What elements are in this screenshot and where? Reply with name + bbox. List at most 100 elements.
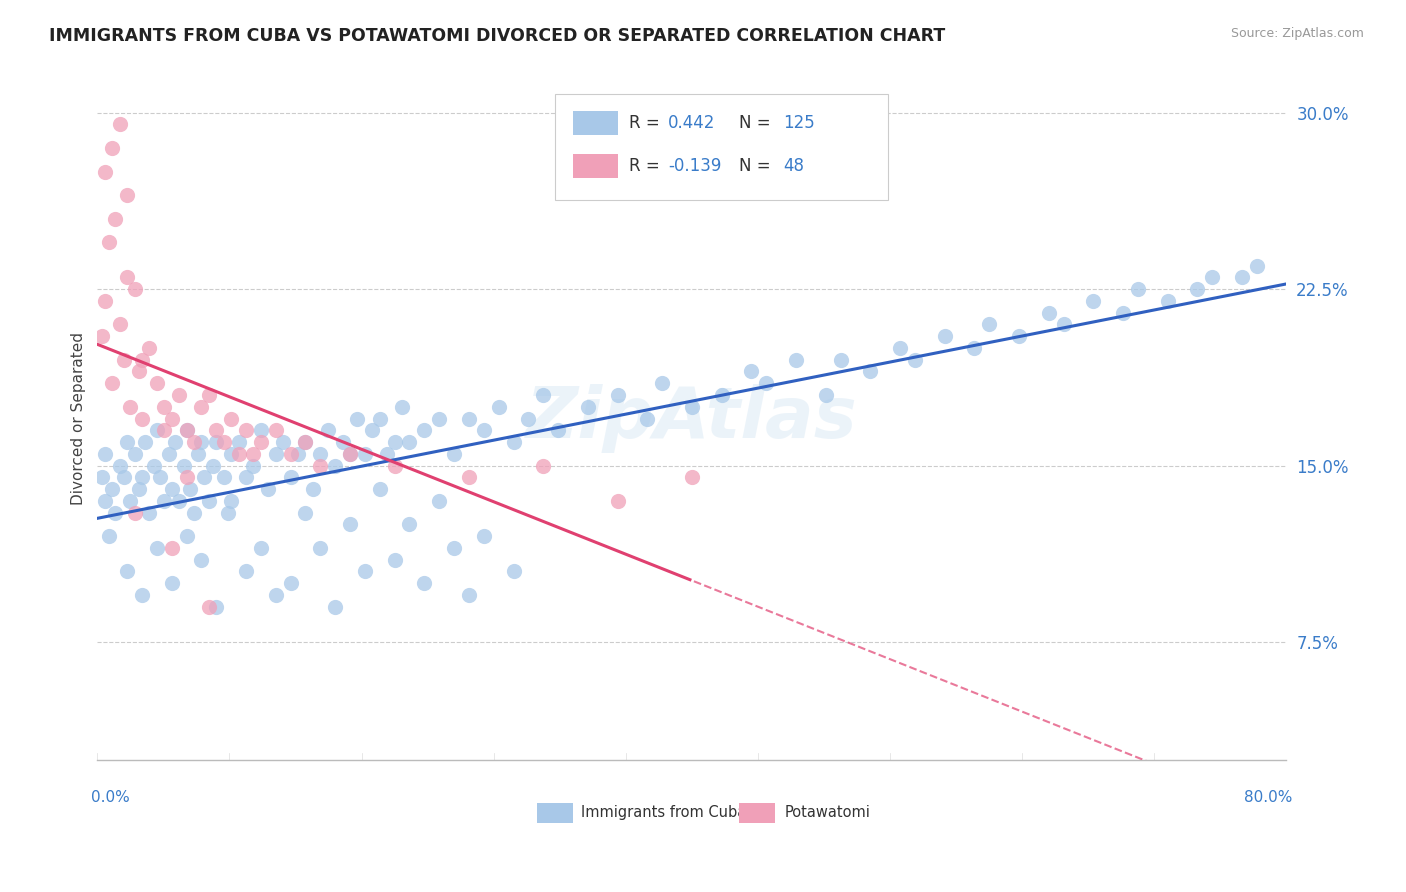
- Text: N =: N =: [740, 157, 776, 175]
- Point: [346, 411, 368, 425]
- Point: [219, 447, 242, 461]
- Point: [149, 470, 172, 484]
- Point: [160, 482, 183, 496]
- Point: [361, 423, 384, 437]
- Point: [375, 447, 398, 461]
- Point: [316, 423, 339, 437]
- Text: Immigrants from Cuba: Immigrants from Cuba: [581, 805, 747, 821]
- Point: [160, 576, 183, 591]
- Y-axis label: Divorced or Separated: Divorced or Separated: [72, 332, 86, 505]
- Point: [138, 341, 160, 355]
- Point: [94, 164, 117, 178]
- Point: [179, 482, 201, 496]
- Point: [94, 293, 117, 308]
- Point: [398, 517, 420, 532]
- Point: [309, 541, 332, 555]
- Text: 125: 125: [783, 114, 815, 132]
- Point: [104, 506, 127, 520]
- Point: [131, 352, 153, 367]
- Point: [323, 458, 346, 473]
- Point: [681, 470, 703, 484]
- Point: [98, 235, 121, 249]
- Point: [250, 435, 273, 450]
- Point: [176, 423, 198, 437]
- Point: [190, 400, 212, 414]
- Point: [173, 458, 195, 473]
- Point: [250, 423, 273, 437]
- Bar: [740, 803, 775, 823]
- Point: [108, 458, 131, 473]
- Point: [104, 211, 127, 226]
- Text: Source: ZipAtlas.com: Source: ZipAtlas.com: [1230, 27, 1364, 40]
- Point: [413, 423, 436, 437]
- Point: [323, 599, 346, 614]
- Point: [427, 493, 450, 508]
- Point: [302, 482, 325, 496]
- Point: [187, 447, 209, 461]
- Point: [755, 376, 778, 391]
- Point: [606, 388, 628, 402]
- Point: [606, 493, 628, 508]
- Point: [202, 458, 225, 473]
- Point: [287, 447, 309, 461]
- Point: [90, 470, 112, 484]
- Point: [264, 447, 287, 461]
- Point: [94, 493, 117, 508]
- Point: [280, 576, 302, 591]
- FancyBboxPatch shape: [555, 95, 889, 200]
- Point: [294, 435, 316, 450]
- Text: ZipAtlas: ZipAtlas: [526, 384, 858, 453]
- Point: [413, 576, 436, 591]
- Bar: [574, 153, 619, 178]
- Point: [264, 588, 287, 602]
- Point: [118, 400, 141, 414]
- Point: [112, 470, 135, 484]
- Point: [339, 517, 361, 532]
- Point: [979, 318, 1001, 332]
- Point: [108, 318, 131, 332]
- Point: [134, 435, 156, 450]
- Point: [681, 400, 703, 414]
- Point: [1083, 293, 1105, 308]
- Point: [128, 364, 150, 378]
- Point: [193, 470, 215, 484]
- Point: [167, 493, 190, 508]
- Point: [1126, 282, 1149, 296]
- Text: R =: R =: [628, 157, 665, 175]
- Point: [309, 458, 332, 473]
- Point: [294, 506, 316, 520]
- Point: [198, 599, 221, 614]
- Point: [502, 565, 524, 579]
- Point: [217, 506, 239, 520]
- Point: [190, 435, 212, 450]
- Point: [339, 447, 361, 461]
- Point: [271, 435, 294, 450]
- Point: [384, 435, 406, 450]
- Point: [576, 400, 599, 414]
- Point: [740, 364, 762, 378]
- Point: [146, 541, 169, 555]
- Point: [332, 435, 354, 450]
- Point: [242, 458, 264, 473]
- Point: [1052, 318, 1074, 332]
- Point: [398, 435, 420, 450]
- Point: [146, 376, 169, 391]
- Text: N =: N =: [740, 114, 776, 132]
- Point: [785, 352, 807, 367]
- Point: [219, 493, 242, 508]
- Point: [1201, 270, 1223, 285]
- Point: [124, 506, 146, 520]
- Point: [547, 423, 569, 437]
- Point: [90, 329, 112, 343]
- Point: [101, 376, 124, 391]
- Point: [368, 482, 391, 496]
- Point: [636, 411, 658, 425]
- Point: [264, 423, 287, 437]
- Point: [205, 435, 228, 450]
- Text: IMMIGRANTS FROM CUBA VS POTAWATOMI DIVORCED OR SEPARATED CORRELATION CHART: IMMIGRANTS FROM CUBA VS POTAWATOMI DIVOR…: [49, 27, 945, 45]
- Point: [160, 411, 183, 425]
- Bar: [537, 803, 574, 823]
- Point: [183, 506, 205, 520]
- Point: [212, 470, 235, 484]
- Text: -0.139: -0.139: [668, 157, 721, 175]
